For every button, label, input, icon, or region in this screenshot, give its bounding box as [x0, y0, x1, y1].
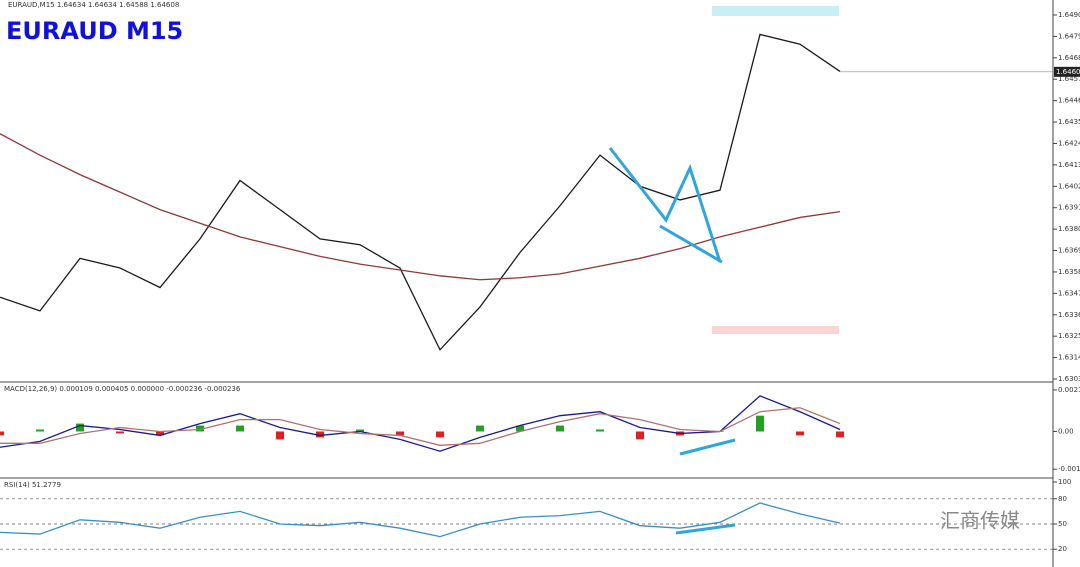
- macd-title: MACD(12,26,9) 0.000109 0.000405 0.000000…: [4, 385, 241, 393]
- y-tick-label: 0.002102: [1058, 386, 1080, 394]
- histogram-bar: [276, 431, 284, 440]
- y-tick-label: 1.64680: [1058, 54, 1080, 62]
- chart-title: EURAUD M15: [6, 17, 183, 45]
- histogram-bar: [756, 415, 764, 432]
- y-tick-label: 1.63800: [1058, 225, 1080, 233]
- support-zone: [712, 326, 839, 334]
- y-tick-label: 1.64790: [1058, 32, 1080, 40]
- histogram-bar: [236, 425, 244, 432]
- series-line: [0, 395, 841, 452]
- histogram-bar: [516, 425, 524, 432]
- macd-divergence-line: [679, 438, 736, 456]
- y-tick-label: 0.00: [1058, 427, 1074, 435]
- y-tick-label: 1.63030: [1058, 375, 1080, 383]
- series-line: [0, 407, 841, 446]
- last-price-box: [1054, 66, 1080, 77]
- histogram-bar: [76, 423, 84, 432]
- histogram-bar: [556, 425, 564, 432]
- histogram-bar: [796, 431, 804, 436]
- y-tick-label: 1.63690: [1058, 247, 1080, 255]
- y-tick-label: 1.63360: [1058, 311, 1080, 319]
- y-tick-label: 1.63140: [1058, 354, 1080, 362]
- y-tick-label: 100: [1058, 478, 1071, 486]
- rsi-title: RSI(14) 51.2779: [4, 481, 61, 489]
- y-tick-label: 1.64240: [1058, 139, 1080, 147]
- y-tick-label: 1.63910: [1058, 204, 1080, 212]
- y-tick-label: 1.63470: [1058, 289, 1080, 297]
- histogram-bar: [116, 431, 124, 434]
- histogram-bar: [0, 431, 4, 436]
- series-line: [0, 502, 841, 538]
- y-tick-label: 1.64460: [1058, 97, 1080, 105]
- y-tick-label: 20: [1058, 545, 1067, 553]
- y-tick-label: 1.64900: [1058, 11, 1080, 19]
- y-tick-label: 1.64020: [1058, 182, 1080, 190]
- header: EURAUD,M15 1.64634 1.64634 1.64588 1.646…: [8, 1, 179, 9]
- y-tick-label: 80: [1058, 495, 1067, 503]
- histogram-bar: [636, 431, 644, 440]
- trend-line: [659, 224, 723, 264]
- histogram-bar: [36, 429, 44, 432]
- y-tick-label: 50: [1058, 520, 1067, 528]
- y-tick-label: 1.64350: [1058, 118, 1080, 126]
- histogram-bar: [436, 431, 444, 438]
- resistance-zone: [712, 6, 839, 16]
- histogram-bar: [196, 425, 204, 432]
- histogram-bar: [356, 429, 364, 432]
- y-tick-label: 1.64130: [1058, 161, 1080, 169]
- histogram-bar: [316, 431, 324, 438]
- histogram-bar: [596, 429, 604, 432]
- y-tick-label: -0.001911: [1058, 465, 1080, 473]
- histogram-bar: [396, 431, 404, 436]
- y-tick-label: 1.63580: [1058, 268, 1080, 276]
- pattern-line: [608, 147, 722, 263]
- y-tick-label: 1.63250: [1058, 332, 1080, 340]
- series-line: [0, 133, 841, 281]
- rsi-divergence-line: [675, 523, 736, 535]
- histogram-bar: [836, 431, 844, 438]
- watermark: 汇商传媒: [940, 509, 1020, 533]
- histogram-bar: [156, 431, 164, 436]
- histogram-bar: [476, 425, 484, 432]
- last-price-label: 1.64608: [1056, 68, 1080, 76]
- y-tick-label: 1.64570: [1058, 75, 1080, 83]
